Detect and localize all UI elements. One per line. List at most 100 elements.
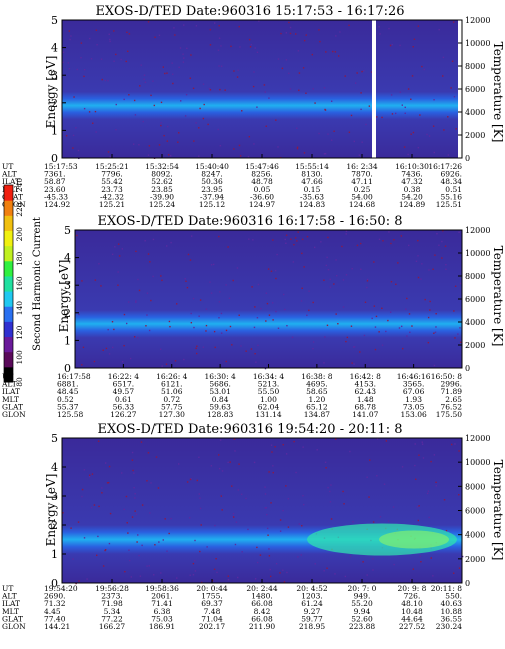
colorbar-tick-label: 180 (15, 251, 24, 266)
heatmap-speckle (303, 503, 305, 506)
heatmap-speckle (183, 24, 185, 26)
heatmap-speckle (182, 61, 185, 63)
orbit-cell: 77.22 (101, 614, 123, 623)
heatmap-speckle (422, 457, 425, 459)
orbit-cell: 211.90 (249, 622, 275, 631)
heatmap-speckle (274, 269, 277, 272)
orbit-cell: 4153. (355, 380, 376, 389)
heatmap-speckle (268, 314, 271, 316)
heatmap-speckle (387, 520, 390, 522)
orbit-cell: 55.16 (441, 192, 463, 201)
heatmap-speckle (453, 95, 456, 98)
colorbar-swatch (4, 230, 13, 247)
heatmap-speckle (314, 563, 316, 565)
heatmap-speckle (164, 72, 166, 75)
heatmap-speckle (146, 292, 149, 294)
heatmap-speckle (160, 122, 162, 124)
heatmap-speckle (418, 454, 420, 456)
heatmap-speckle (326, 567, 328, 569)
heatmap-speckle (235, 521, 238, 523)
orbit-cell: 1.93 (405, 395, 422, 404)
colorbar: 80 100 120 140 160 180 200 220 240 Second Harmon… (3, 178, 43, 387)
heatmap-speckle (171, 62, 173, 64)
heatmap-speckle (62, 61, 64, 64)
orbit-cell: 7870. (351, 170, 372, 179)
heatmap-speckle (220, 312, 223, 315)
heatmap-speckle (68, 30, 70, 32)
heatmap-speckle (104, 462, 107, 464)
orbit-cell: 62.04 (258, 402, 280, 411)
heatmap-speckle (220, 65, 223, 67)
heatmap-speckle (366, 286, 368, 289)
heatmap-speckle (158, 34, 161, 37)
y2tick-label: 0 (465, 364, 470, 373)
heatmap-speckle (147, 253, 150, 255)
orbit-cell: 59.77 (301, 614, 323, 623)
heatmap-speckle (407, 153, 409, 156)
heatmap-speckle (104, 549, 106, 552)
heatmap-speckle (403, 146, 406, 148)
heatmap-speckle (279, 519, 282, 521)
heatmap-speckle (210, 264, 213, 266)
panel-3-yticks: 0 1 2 3 4 5 (51, 432, 66, 590)
heatmap-speckle (410, 579, 412, 581)
heatmap-speckle (152, 238, 155, 241)
ytick-label: 2 (64, 307, 71, 320)
orbit-cell: 16:22: 4 (108, 372, 140, 381)
heatmap-speckle (341, 245, 343, 248)
heatmap-speckle (433, 364, 436, 367)
heatmap-speckle (303, 266, 305, 268)
heatmap-speckle (209, 89, 212, 91)
heatmap-speckle (225, 360, 227, 363)
colorbar-swatch (4, 291, 13, 307)
orbit-cell: 1203. (301, 592, 322, 601)
orbit-cell: 7.48 (204, 607, 221, 616)
heatmap-speckle (420, 561, 422, 563)
heatmap-speckle (398, 327, 401, 329)
heatmap-speckle (148, 565, 150, 567)
heatmap-speckle (318, 29, 320, 31)
heatmap-speckle (198, 493, 200, 495)
colorbar-label: Second Harmonic Current (32, 217, 43, 351)
panel-2: EXOS-D/TED Date:960316 16:17:58 - 16:50:… (1, 214, 505, 419)
heatmap-speckle (272, 471, 274, 474)
heatmap-speckle (81, 364, 83, 366)
heatmap-speckle (442, 75, 444, 77)
heatmap-speckle (271, 302, 274, 304)
heatmap-background (75, 230, 462, 368)
heatmap-speckle (215, 557, 217, 560)
heatmap-speckle (373, 305, 376, 307)
heatmap-speckle (224, 89, 226, 91)
orbit-cell: 49.57 (113, 387, 135, 396)
ytick-label: 4 (51, 42, 58, 55)
heatmap-speckle (300, 300, 303, 302)
orbit-cell: 0.05 (254, 185, 271, 194)
heatmap-speckle (169, 325, 171, 328)
heatmap-speckle (166, 125, 169, 128)
heatmap-speckle (453, 572, 455, 574)
orbit-cell: -39.90 (150, 192, 174, 201)
heatmap-speckle (385, 440, 388, 442)
heatmap-speckle (327, 486, 329, 489)
panel-1: EXOS-D/TED Date:960316 15:17:53 - 16:17:… (1, 4, 505, 209)
heatmap-speckle (268, 97, 270, 99)
heatmap-speckle (185, 93, 188, 96)
heatmap-speckle (72, 134, 75, 137)
y2tick-label: 4000 (465, 318, 485, 327)
heatmap-speckle (289, 88, 292, 90)
heatmap-speckle (443, 499, 446, 501)
heatmap-speckle (253, 461, 256, 464)
orbit-row-label: MLT (2, 607, 19, 616)
heatmap-speckle (108, 465, 111, 468)
heatmap-speckle (200, 524, 202, 526)
heatmap-speckle (285, 242, 287, 244)
orbit-cell: 56.33 (113, 402, 135, 411)
heatmap-speckle (76, 234, 78, 237)
orbit-cell: 55.50 (258, 387, 280, 396)
heatmap-speckle (326, 256, 328, 259)
orbit-cell: -45.33 (44, 192, 68, 201)
orbit-cell: 73.05 (403, 402, 425, 411)
heatmap-speckle (391, 113, 394, 115)
heatmap-speckle (238, 144, 241, 147)
y2tick-label: 4000 (465, 108, 485, 117)
